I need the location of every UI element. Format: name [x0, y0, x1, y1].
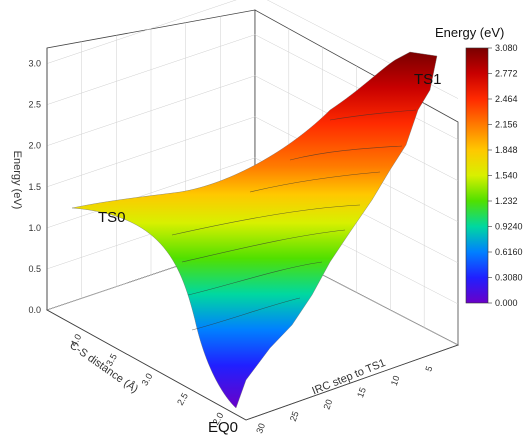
colorbar-tick-label: 1.848 — [495, 145, 518, 155]
y-tick-label: 25 — [288, 410, 301, 423]
contour-line — [191, 297, 301, 331]
z-tick-label: 1.0 — [28, 223, 41, 233]
contour-line — [187, 261, 323, 296]
colorbar-tick-label: 2.772 — [495, 69, 518, 79]
surface-contours — [171, 109, 417, 331]
colorbar-tick-label: 2.464 — [495, 94, 518, 104]
z-tick-label: 3.0 — [28, 59, 41, 69]
z-tick-label: 1.5 — [28, 182, 41, 192]
energy-surface — [71, 51, 438, 409]
x-tick-label: 3.0 — [140, 372, 155, 388]
annotation-ts1: TS1 — [414, 71, 442, 88]
y-tick-label: 30 — [254, 422, 267, 435]
colorbar-tick-label: 2.156 — [495, 120, 518, 130]
colorbar-bar — [465, 47, 489, 304]
colorbar-tick-label: 0.6160 — [495, 247, 523, 257]
y-tick-label: 15 — [355, 386, 368, 399]
contour-line — [329, 109, 417, 121]
z-tick-label: 0.0 — [28, 305, 41, 315]
colorbar-tick-label: 1.540 — [495, 171, 518, 181]
contour-line — [171, 204, 361, 236]
z-tick-label: 2.5 — [28, 100, 41, 110]
y-axis-ticks: 30 25 20 15 10 5 — [254, 365, 434, 435]
z-tick-label: 2.0 — [28, 141, 41, 151]
z-axis-label: Energy (eV) — [11, 151, 23, 210]
annotation-ts0: TS0 — [98, 209, 126, 226]
y-tick-label: 10 — [389, 374, 402, 387]
colorbar-title: Energy (eV) — [435, 25, 504, 40]
y-axis-line — [245, 344, 459, 421]
colorbar-tick-label: 1.232 — [495, 196, 518, 206]
colorbar-tick-label: 0.3080 — [495, 273, 523, 283]
y-tick-label: 20 — [322, 398, 335, 411]
colorbar-tick-label: 0.9240 — [495, 222, 523, 232]
x-axis-line — [46, 309, 247, 421]
z-axis-ticks: 0.0 0.5 1.0 1.5 2.0 2.5 3.0 — [28, 59, 41, 315]
colorbar-ticks: 3.080 2.772 2.464 2.156 1.848 1.540 1.232 0.924… — [488, 43, 523, 308]
x-tick-label: 2.5 — [175, 391, 190, 407]
z-tick-label: 0.5 — [28, 264, 41, 274]
contour-line — [181, 229, 346, 263]
surface-body — [71, 51, 438, 409]
contour-line — [289, 145, 403, 161]
annotation-eq0: EQ0 — [208, 419, 238, 435]
colorbar-tick-label: 0.000 — [495, 298, 518, 308]
colorbar-tick-label: 3.080 — [495, 43, 518, 53]
front-edges — [46, 48, 459, 421]
contour-line — [249, 171, 381, 193]
y-tick-label: 5 — [423, 365, 434, 373]
colorbar: Energy (eV) 3.080 2.772 2.464 2.156 1.848 1.5… — [435, 25, 523, 308]
